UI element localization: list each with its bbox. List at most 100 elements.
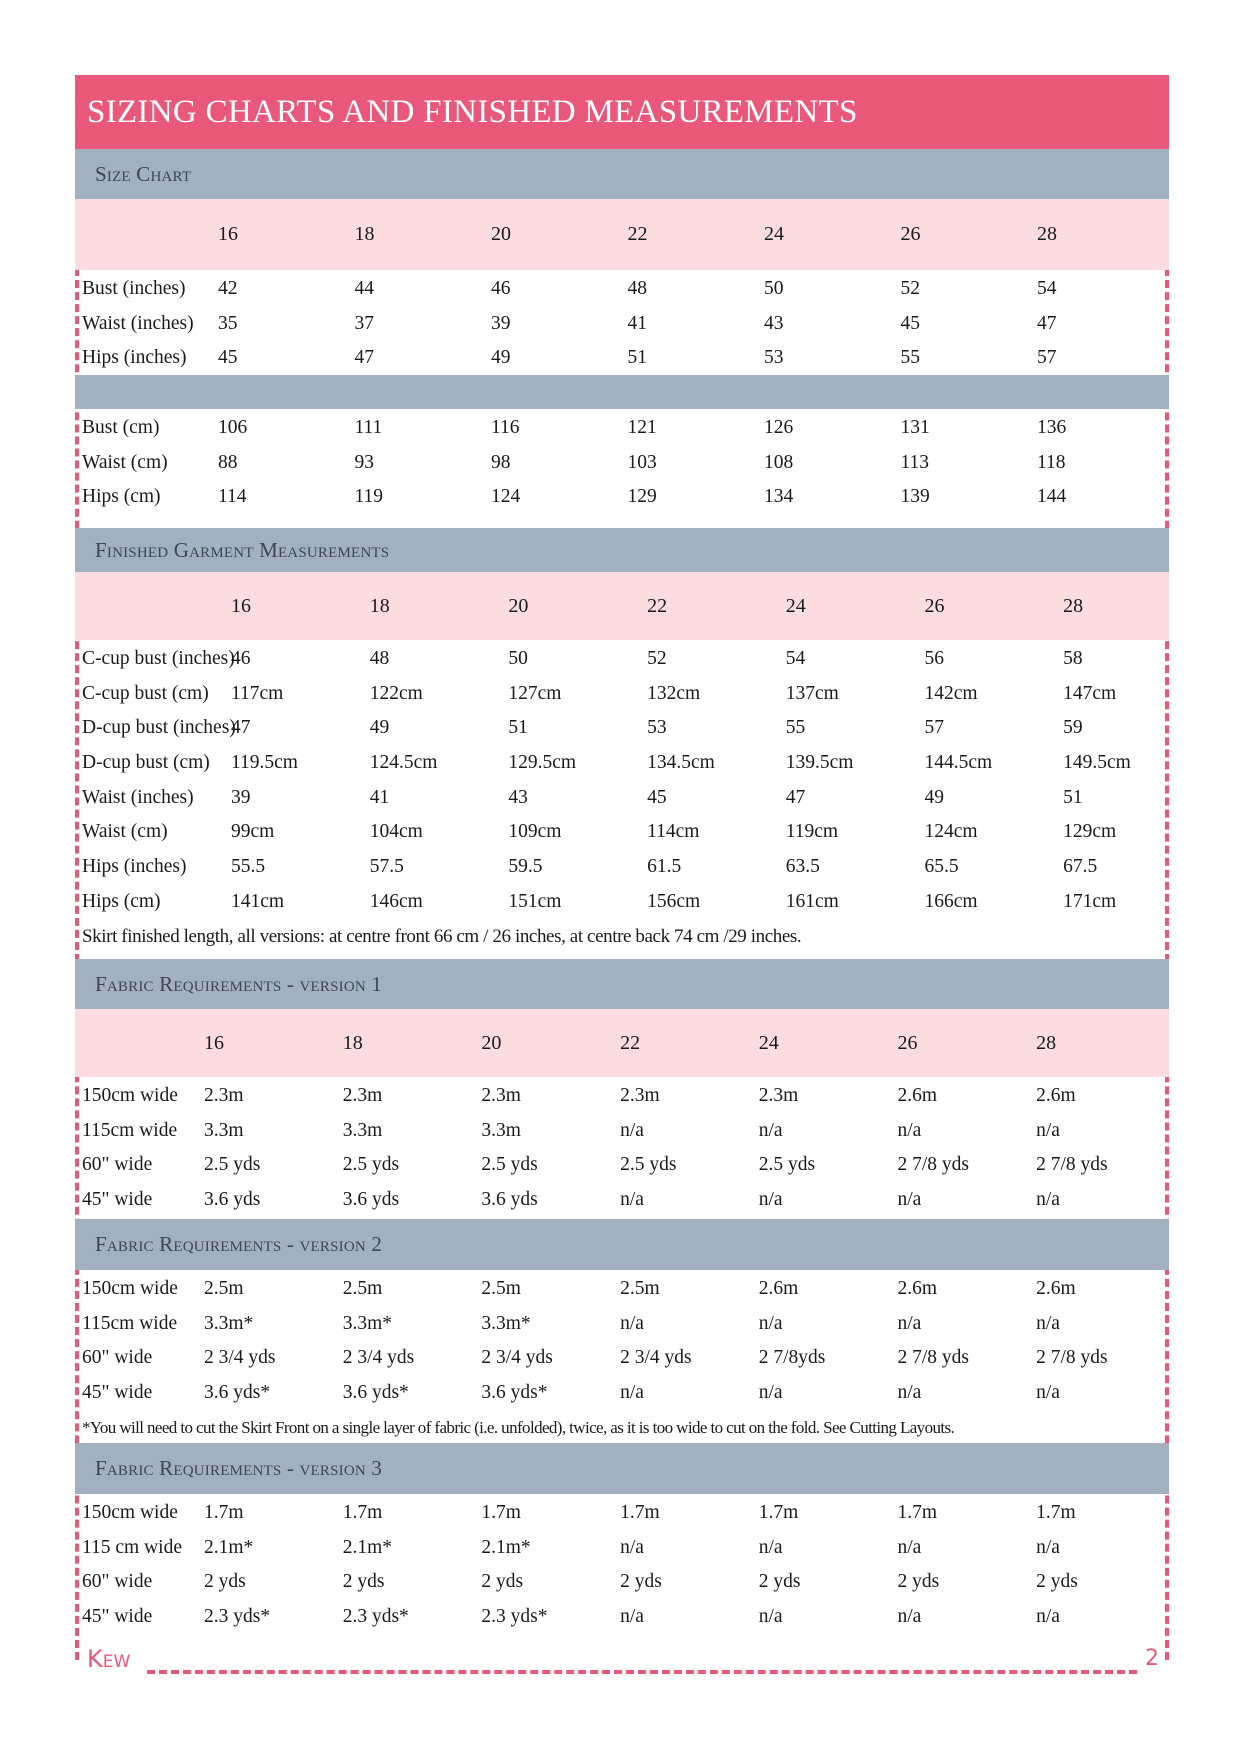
cell-value: 2 7/8 yds <box>1036 1347 1108 1369</box>
size-column-header: 26 <box>924 594 945 617</box>
cell-value: 127cm <box>508 682 562 704</box>
size-column-header: 28 <box>1037 223 1057 245</box>
cell-value: 63.5 <box>785 856 820 878</box>
cell-value: 1.7m <box>897 1502 937 1523</box>
cell-value: 134 <box>764 486 794 508</box>
table-row: 45" wide 2.3 yds* 2.3 yds* 2.3 yds* n/a n/a n/… <box>75 1600 1169 1635</box>
cell-value: 44 <box>354 278 375 299</box>
table-row: Hips (inches) 55.5 57.5 59.5 61.5 63.5 65.5 67.… <box>75 850 1169 885</box>
table-row: 150cm wide 2.3m 2.3m 2.3m 2.3m 2.3m 2.6m 2.6m <box>75 1079 1169 1114</box>
cell-value: n/a <box>620 1606 644 1628</box>
cell-value: 3.6 yds <box>204 1189 261 1211</box>
cell-value: 37 <box>354 312 375 334</box>
section-heading-size-chart: Size Chart <box>75 149 1169 199</box>
table-row: Waist (inches) 35 37 39 41 43 45 47 <box>75 307 1169 342</box>
row-label: Waist (cm) <box>82 451 168 473</box>
finished-measurements: C-cup bust (inches) 46 48 50 52 54 56 58 C-cup b… <box>75 640 1169 959</box>
cell-value: 151cm <box>508 890 562 912</box>
row-label: Hips (cm) <box>82 486 161 508</box>
cell-value: n/a <box>897 1536 922 1558</box>
cell-value: 39 <box>231 786 251 808</box>
cell-value: n/a <box>758 1189 783 1211</box>
cell-value: 39 <box>491 312 511 334</box>
cell-value: 52 <box>900 278 921 299</box>
cell-value: 111 <box>354 417 383 438</box>
cell-value: 108 <box>764 451 794 473</box>
cell-value: 2.6m <box>1036 1278 1076 1299</box>
cell-value: 53 <box>764 347 784 369</box>
cell-value: 2 yds <box>204 1571 246 1593</box>
row-label: C-cup bust (cm) <box>82 682 209 704</box>
cell-value: 132cm <box>647 682 701 704</box>
cell-value: 53 <box>647 717 667 739</box>
cell-value: 113 <box>900 451 930 473</box>
cell-value: 57 <box>1037 347 1057 369</box>
row-label: D-cup bust (inches) <box>82 717 236 739</box>
cell-value: 2.1m* <box>204 1536 254 1558</box>
cell-value: 2 3/4 yds <box>620 1347 692 1369</box>
cell-value: 59.5 <box>508 856 543 878</box>
cell-value: 49 <box>369 717 390 739</box>
table-row: Bust (inches) 42 44 46 48 50 52 54 <box>75 272 1169 307</box>
brand-name: Kew <box>87 1645 131 1673</box>
cell-value: 2.3m <box>481 1085 521 1106</box>
cell-value: 1.7m <box>481 1502 521 1523</box>
cell-value: 2 7/8 yds <box>897 1154 969 1176</box>
cell-value: 122cm <box>369 682 423 704</box>
cell-value: 57.5 <box>369 856 404 878</box>
cell-value: 146cm <box>369 890 423 912</box>
cell-value: n/a <box>758 1382 783 1404</box>
cell-value: 2.3m <box>758 1085 799 1106</box>
cell-value: 137cm <box>785 682 839 704</box>
cell-value: 3.3m <box>204 1119 244 1141</box>
cell-value: 121 <box>627 417 657 438</box>
cell-value: 65.5 <box>924 856 959 878</box>
cell-value: 47 <box>1037 312 1057 334</box>
page-footer: Kew 2 <box>85 1640 1165 1680</box>
size-column-header: 20 <box>508 594 529 617</box>
size-column-header: 22 <box>627 223 648 245</box>
cell-value: 2.5m <box>620 1278 660 1299</box>
size-column-header: 20 <box>491 223 511 245</box>
table-row: D-cup bust (inches) 47 49 51 53 55 57 59 <box>75 711 1169 746</box>
cell-value: 1.7m <box>342 1502 383 1523</box>
table-row: Waist (cm) 88 93 98 103 108 113 118 <box>75 446 1169 481</box>
cell-value: 3.3m <box>342 1119 383 1141</box>
row-label: 45" wide <box>82 1189 153 1211</box>
size-column-header: 16 <box>204 1031 224 1054</box>
cell-value: 3.6 yds* <box>481 1382 548 1404</box>
cell-value: 2 yds <box>897 1571 940 1593</box>
cell-value: 45 <box>900 312 921 334</box>
size-column-header: 18 <box>369 594 390 617</box>
cell-value: 59 <box>1063 717 1083 739</box>
cell-value: n/a <box>1036 1119 1060 1141</box>
row-label: Waist (inches) <box>82 786 194 808</box>
table-row: 60" wide 2 3/4 yds 2 3/4 yds 2 3/4 yds 2 3/4… <box>75 1341 1169 1376</box>
table-row: 150cm wide 2.5m 2.5m 2.5m 2.5m 2.6m 2.6m 2.6m <box>75 1272 1169 1307</box>
cell-value: 2.5 yds <box>620 1154 677 1176</box>
cell-value: 3.6 yds* <box>204 1382 271 1404</box>
row-label: 60" wide <box>82 1154 153 1176</box>
cell-value: 52 <box>647 648 667 669</box>
cell-value: n/a <box>1036 1536 1060 1558</box>
size-chart-cm: Bust (cm) 106 111 116 121 126 131 136 Waist (cm)… <box>75 409 1169 528</box>
cell-value: 2.5 yds <box>342 1154 400 1176</box>
cell-value: 136 <box>1037 417 1067 438</box>
cell-value: 141cm <box>231 890 285 912</box>
cell-value: 2.5m <box>204 1278 244 1299</box>
table-row: Waist (inches) 39 41 43 45 47 49 51 <box>75 781 1169 816</box>
cell-value: 56 <box>924 648 944 669</box>
cell-value: 2 yds <box>481 1571 524 1593</box>
cell-value: n/a <box>620 1119 644 1141</box>
size-column-header: 16 <box>218 223 238 245</box>
cell-value: 2.3 yds* <box>204 1606 271 1628</box>
table-row: 45" wide 3.6 yds 3.6 yds 3.6 yds n/a n/a n/a n/… <box>75 1183 1169 1218</box>
cell-value: 35 <box>218 312 238 334</box>
cell-value: 88 <box>218 451 238 473</box>
cell-value: 3.3m* <box>481 1312 531 1334</box>
cell-value: 2 3/4 yds <box>481 1347 553 1369</box>
cell-value: n/a <box>758 1606 783 1628</box>
cell-value: n/a <box>1036 1189 1060 1211</box>
cell-value: 3.6 yds <box>481 1189 538 1211</box>
cell-value: n/a <box>758 1312 783 1334</box>
